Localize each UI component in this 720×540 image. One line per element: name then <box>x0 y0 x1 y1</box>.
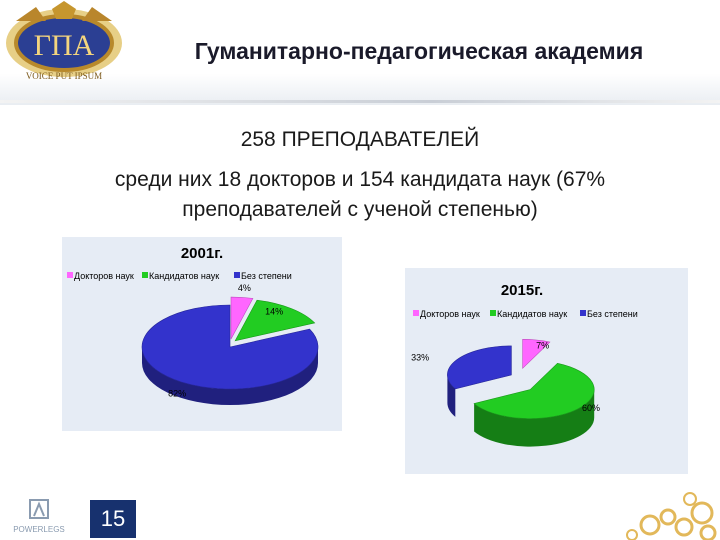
chart-2015-legend-label: Без степени <box>587 309 638 319</box>
chart-2001-data-label: 14% <box>265 307 283 317</box>
chart-2015-slice <box>522 338 551 369</box>
chart-2001: 2001г. Докторов наук Кандидатов наук Без ст… <box>62 237 342 431</box>
svg-text:POWERLEGS: POWERLEGS <box>13 525 65 534</box>
chart-2015-legend-swatch <box>490 310 496 316</box>
header-divider <box>0 100 720 103</box>
chart-2001-legend-swatch <box>67 272 73 278</box>
chart-2015-data-label: 7% <box>536 340 549 350</box>
svg-text:VOICE PUT IPSUM: VOICE PUT IPSUM <box>26 71 102 81</box>
chart-2001-data-label: 4% <box>238 283 251 293</box>
chart-2001-legend-label: Без степени <box>241 271 292 281</box>
chart-2015-title: 2015г. <box>501 282 543 299</box>
chart-2015-slice <box>473 363 595 419</box>
headline-count: 258 ПРЕПОДАВАТЕЛЕЙ <box>240 128 480 151</box>
chart-2015-legend-swatch <box>413 310 419 316</box>
chart-2001-legend-label: Кандидатов наук <box>149 271 219 281</box>
page-number: 15 <box>90 500 136 538</box>
chart-2015-legend-label: Кандидатов наук <box>497 309 567 319</box>
chart-2015-slice <box>447 345 512 390</box>
chart-2015: 2015г. Докторов наук Кандидатов наук Без ст… <box>405 268 688 474</box>
page-title: Гуманитарно-педагогическая академия <box>194 38 644 64</box>
chart-2001-slice <box>234 299 316 342</box>
chart-2001-slice <box>141 304 319 390</box>
chart-2015-svg: 2015г. Докторов наук Кандидатов наук Без ст… <box>405 268 688 474</box>
headline-detail: среди них 18 докторов и 154 кандидата на… <box>114 168 606 191</box>
header-bar <box>0 0 720 105</box>
chart-2015-data-label: 33% <box>411 353 429 363</box>
chart-2015-slice-side <box>447 374 456 417</box>
chart-2001-svg: 2001г. Докторов наук Кандидатов наук Без ст… <box>62 237 342 431</box>
decorative-rings <box>626 492 717 540</box>
chart-2001-legend-label: Докторов наук <box>74 271 134 281</box>
powerlegs-logo: POWERLEGS <box>13 499 65 534</box>
chart-2015-legend-label: Докторов наук <box>420 309 480 319</box>
chart-2015-legend-swatch <box>580 310 586 316</box>
chart-2001-slice-side <box>142 347 318 405</box>
chart-2015-slice-side <box>474 389 595 447</box>
chart-2001-title: 2001г. <box>181 245 223 262</box>
chart-2001-slice <box>230 296 254 340</box>
academy-logo: ГПА VOICE PUT IPSUM <box>6 1 122 81</box>
svg-text:ГПА: ГПА <box>34 29 95 62</box>
chart-2001-legend-swatch <box>234 272 240 278</box>
chart-2015-data-label: 60% <box>582 403 600 413</box>
headline-detail-cont: преподавателей с ученой степенью) <box>182 198 538 221</box>
chart-2001-legend-swatch <box>142 272 148 278</box>
chart-2001-data-label: 82% <box>168 389 186 399</box>
